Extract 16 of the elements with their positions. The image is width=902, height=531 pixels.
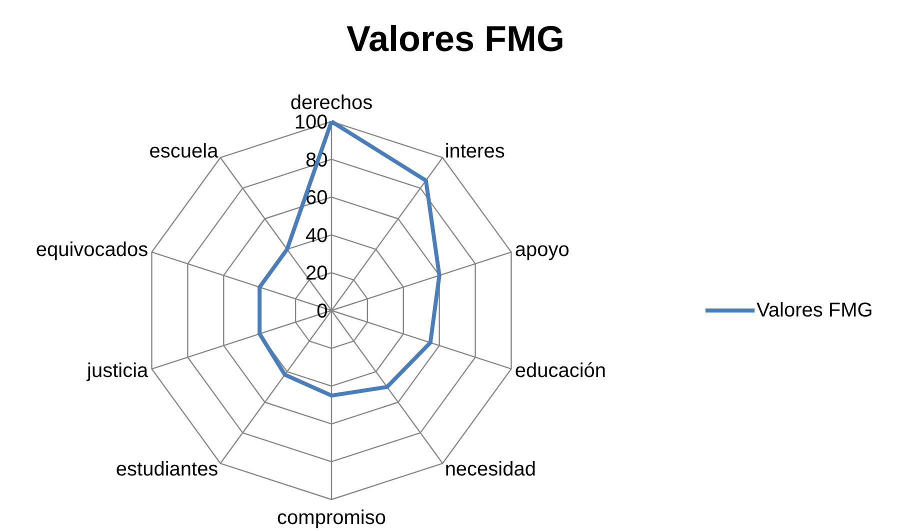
spoke-label: compromiso — [277, 507, 386, 530]
chart-title: Valores FMG — [346, 18, 565, 59]
y-tick-label: 0 — [316, 300, 328, 322]
spoke-label: educación — [514, 360, 606, 382]
spoke-label: derechos — [290, 92, 373, 114]
legend-label: Valores FMG — [756, 300, 873, 322]
y-tick-label: 100 — [294, 112, 328, 134]
spoke-label: justicia — [86, 360, 150, 382]
y-tick-label: 40 — [305, 224, 328, 247]
spoke-label: estudiantes — [116, 458, 218, 481]
spoke-label: apoyo — [514, 238, 570, 261]
spoke-label: necesidad — [444, 458, 536, 481]
spoke-label: equivocados — [36, 238, 148, 261]
spoke-label: escuela — [149, 140, 220, 162]
spoke-label: interes — [444, 140, 505, 162]
y-tick-label: 20 — [305, 262, 328, 285]
